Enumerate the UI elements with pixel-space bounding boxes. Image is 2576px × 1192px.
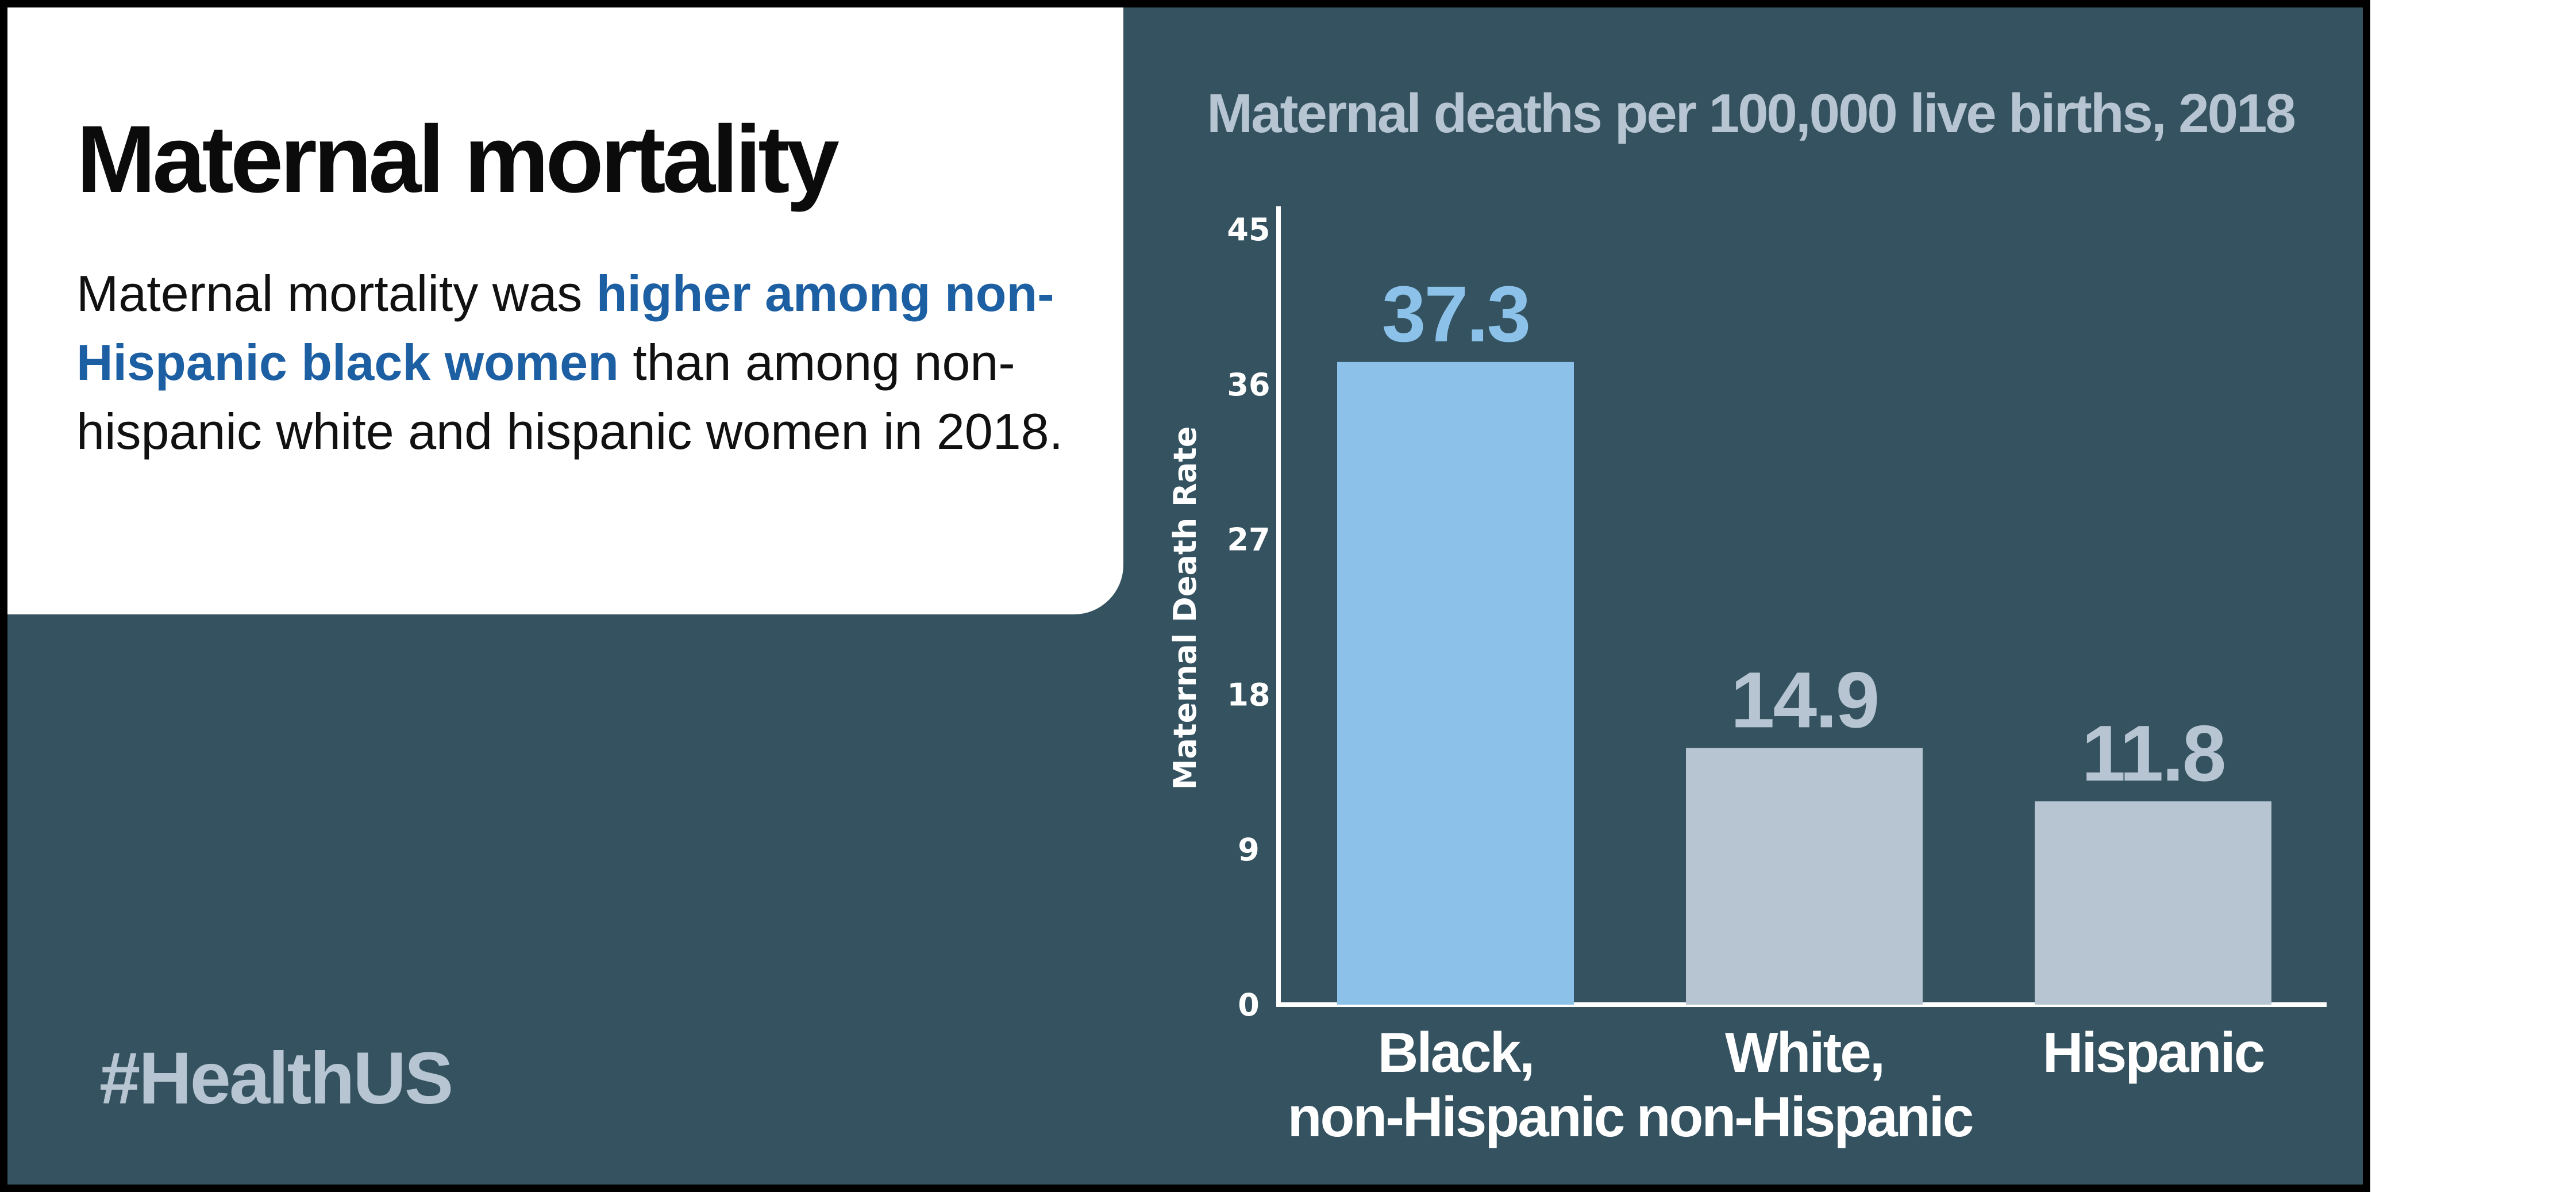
bar [1686, 748, 1923, 1005]
body-text-intro: Maternal mortality was [76, 265, 596, 322]
x-category-label: White, [1725, 1021, 1884, 1084]
x-category-label: non-Hispanic [1288, 1085, 1624, 1148]
headline: Maternal mortality [76, 106, 840, 213]
data-label: 11.8 [2082, 709, 2225, 798]
body-text: Maternal mortality was higher among non-… [76, 259, 1088, 466]
body-text-highlight: higher among non-Hispanic black women [76, 265, 1054, 391]
data-label: 37.3 [1382, 270, 1530, 359]
infographic-card: Maternal mortality Maternal mortality wa… [0, 0, 2370, 1192]
y-tick-label: 18 [1227, 676, 1270, 713]
hashtag: #HealthUS [99, 1037, 453, 1120]
y-axis-title: Maternal Death Rate [1167, 426, 1203, 790]
x-category-label: non-Hispanic [1637, 1085, 1973, 1148]
y-tick-label: 36 [1227, 367, 1270, 403]
text-panel: Maternal mortality Maternal mortality wa… [7, 7, 1123, 614]
y-tick-label: 0 [1238, 987, 1260, 1023]
x-category-label: Black, [1378, 1021, 1534, 1084]
data-label: 14.9 [1731, 656, 1878, 744]
x-category-label: Hispanic [2043, 1021, 2264, 1084]
chart-title: Maternal deaths per 100,000 live births,… [1207, 83, 2296, 144]
y-tick-label: 45 [1227, 212, 1270, 248]
y-tick-label: 27 [1227, 522, 1270, 558]
bar [1337, 362, 1574, 1005]
body-text-rest: than among non-hispanic white and hispan… [76, 334, 1064, 460]
bar [2035, 801, 2271, 1005]
y-tick-label: 9 [1238, 832, 1260, 868]
